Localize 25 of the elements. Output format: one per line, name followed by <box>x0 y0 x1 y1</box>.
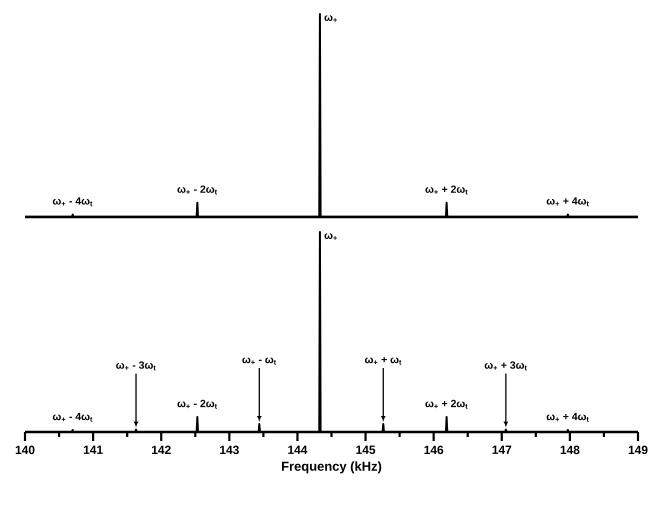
annotation: ω$_{+}$ + 2ω$_{t}$ <box>425 400 468 409</box>
x-axis-title: Frequency (kHz) <box>282 461 382 474</box>
x-tick-label: 147 <box>492 446 512 454</box>
x-tick-label: 145 <box>356 446 376 454</box>
annotation: ω$_{+}$ <box>324 233 337 240</box>
annotation: ω$_{+}$ + 2ω$_{t}$ <box>425 185 468 194</box>
annotation: ω$_{+}$ <box>324 15 337 22</box>
x-tick-label: 142 <box>152 446 171 454</box>
annotation: ω$_{+}$ + ω$_{t}$ <box>365 356 402 365</box>
x-tick-label: 141 <box>84 446 103 454</box>
annotation: ω$_{+}$ + 3ω$_{t}$ <box>484 361 527 370</box>
x-tick-label: 140 <box>16 446 34 454</box>
x-tick-label: 146 <box>424 446 444 454</box>
annotation: ω$_{+}$ - ω$_{t}$ <box>242 357 276 365</box>
x-tick-label: 149 <box>628 446 648 454</box>
annotation: ω$_{+}$ + 4ω$_{t}$ <box>546 412 589 422</box>
x-tick-label: 144 <box>288 446 308 454</box>
annotation: ω$_{+}$ - 3ω$_{t}$ <box>116 361 156 370</box>
x-tick-label: 143 <box>220 446 239 454</box>
annotation: ω$_{+}$ - 2ω$_{t}$ <box>177 400 217 409</box>
annotation: ω$_{+}$ - 2ω$_{t}$ <box>177 185 217 194</box>
annotation: ω$_{+}$ - 4ω$_{t}$ <box>52 197 92 206</box>
annotation: ω$_{+}$ - 4ω$_{t}$ <box>52 412 92 422</box>
x-tick-label: 148 <box>560 446 580 454</box>
annotation: ω$_{+}$ + 4ω$_{t}$ <box>546 197 589 206</box>
